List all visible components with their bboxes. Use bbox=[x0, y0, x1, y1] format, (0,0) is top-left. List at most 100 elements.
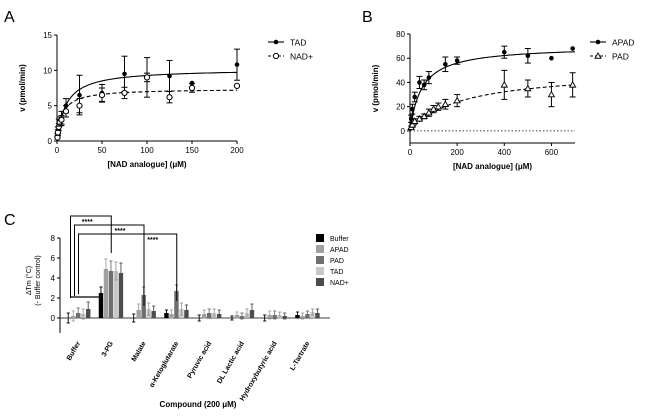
bar-pad bbox=[108, 271, 114, 318]
legend-swatch-buffer bbox=[316, 234, 324, 242]
chart-panel-b: 0 200 400 600 0 20 40 60 80 [NAD analogue] (μM) v … bbox=[371, 30, 635, 171]
x-axis-label: [NAD analogue] (μM) bbox=[453, 162, 532, 171]
bar-nad bbox=[118, 273, 124, 318]
fit-curve-apad bbox=[409, 51, 575, 131]
legend-label: Buffer bbox=[330, 236, 349, 243]
data-point bbox=[549, 55, 554, 61]
legend-marker bbox=[594, 52, 602, 59]
y-tick-label: 0 bbox=[401, 127, 406, 136]
y-tick-label: 40 bbox=[396, 78, 405, 87]
fit-curve-nad bbox=[56, 89, 237, 142]
bar-buffer bbox=[98, 293, 104, 318]
data-point bbox=[570, 46, 575, 51]
y-tick-label: 20 bbox=[396, 103, 405, 112]
data-point bbox=[412, 94, 418, 100]
y-tick-label: 0 bbox=[48, 137, 53, 146]
panel-label-a: A bbox=[4, 9, 15, 26]
data-point bbox=[454, 58, 460, 63]
data-point bbox=[76, 102, 83, 109]
panel-label-b: B bbox=[362, 9, 373, 26]
legend-swatch-nad bbox=[316, 278, 324, 286]
data-point bbox=[77, 92, 82, 98]
category-label: Pyruvic acid bbox=[187, 341, 214, 380]
category-label: DL Lactic acid bbox=[216, 341, 246, 386]
x-tick-label: 100 bbox=[140, 146, 154, 155]
y-tick-label: 6 bbox=[51, 254, 56, 263]
category-label: α-Ketoglutarate bbox=[149, 340, 181, 388]
x-tick-label: 0 bbox=[55, 146, 60, 155]
x-tick-label: 200 bbox=[230, 146, 244, 155]
category-label: 3-PG bbox=[101, 340, 116, 358]
legend-label: NAD+ bbox=[330, 280, 349, 287]
category-label: Buffer bbox=[66, 340, 83, 362]
data-point bbox=[500, 80, 509, 88]
legend-swatch-tad bbox=[316, 267, 324, 275]
x-tick-label: 400 bbox=[498, 148, 512, 157]
category-label: L-Tartrate bbox=[289, 340, 311, 371]
y-tick-label: 10 bbox=[43, 66, 52, 75]
data-point bbox=[421, 82, 427, 88]
legend-marker bbox=[273, 39, 279, 45]
y-tick-label: 60 bbox=[396, 54, 405, 63]
significance-bracket bbox=[74, 224, 145, 306]
data-point bbox=[501, 49, 507, 55]
legend-marker bbox=[272, 52, 280, 60]
y-tick-label: 80 bbox=[396, 30, 405, 39]
data-point bbox=[524, 84, 532, 92]
y-tick-label: 2 bbox=[51, 294, 56, 303]
data-point bbox=[525, 53, 531, 59]
data-point bbox=[441, 100, 450, 107]
y-tick-label: 4 bbox=[51, 274, 56, 283]
data-point bbox=[166, 94, 173, 101]
data-point bbox=[425, 108, 433, 116]
data-point bbox=[547, 90, 556, 98]
data-point bbox=[408, 120, 417, 128]
data-point bbox=[122, 71, 127, 77]
legend-swatch-pad bbox=[316, 256, 324, 264]
data-point bbox=[233, 82, 241, 89]
category-label: Malate bbox=[131, 340, 148, 362]
x-tick-label: 600 bbox=[545, 148, 559, 157]
legend-label: APAD bbox=[612, 38, 635, 48]
y-tick-label: 8 bbox=[51, 234, 56, 243]
category-label: Hydroxybutyric acid bbox=[239, 341, 279, 403]
bar-apad bbox=[103, 269, 109, 318]
x-axis-label: Compound (200 μM) bbox=[160, 400, 237, 409]
data-point bbox=[410, 106, 415, 112]
significance-label: **** bbox=[147, 237, 158, 244]
x-tick-label: 150 bbox=[185, 146, 199, 155]
x-tick-label: 200 bbox=[450, 148, 464, 157]
data-point bbox=[58, 116, 65, 123]
y-tick-label: 0 bbox=[51, 314, 56, 323]
data-point bbox=[234, 62, 240, 67]
y-axis-label: v (pmol/min) bbox=[371, 64, 380, 112]
significance-bracket bbox=[78, 233, 178, 301]
significance-label: **** bbox=[115, 228, 126, 235]
y-tick-label: 15 bbox=[43, 31, 52, 40]
x-axis-label: [NAD analogue] (μM) bbox=[107, 160, 186, 169]
data-point bbox=[417, 80, 422, 85]
data-point bbox=[434, 102, 443, 110]
y-axis-label: v (pmol/min) bbox=[18, 64, 27, 112]
chart-panel-c: 0 2 4 6 8 ΔTm (°C) (- Buffer control) Buffer 3-P… bbox=[25, 215, 349, 409]
data-point bbox=[62, 108, 70, 115]
legend-marker bbox=[595, 39, 601, 45]
data-point bbox=[98, 91, 106, 99]
chart-panel-a: 0 50 100 150 200 0 5 10 15 [NAD analogue] (μM) v (… bbox=[18, 31, 313, 169]
legend-label: TAD bbox=[290, 38, 306, 48]
bar-tad bbox=[113, 271, 119, 318]
data-point bbox=[408, 116, 414, 122]
x-tick-label: 50 bbox=[98, 146, 107, 155]
bar-pad bbox=[174, 291, 179, 318]
legend-label: PAD bbox=[330, 258, 344, 265]
data-point bbox=[453, 96, 461, 104]
legend-label: PAD bbox=[612, 52, 629, 62]
data-point bbox=[143, 74, 151, 81]
x-tick-label: 0 bbox=[408, 148, 413, 157]
y-axis-sublabel: (- Buffer control) bbox=[35, 255, 42, 305]
data-point bbox=[443, 61, 448, 67]
data-point bbox=[188, 84, 196, 92]
significance-label: **** bbox=[82, 219, 93, 226]
legend-label: APAD bbox=[330, 247, 349, 254]
